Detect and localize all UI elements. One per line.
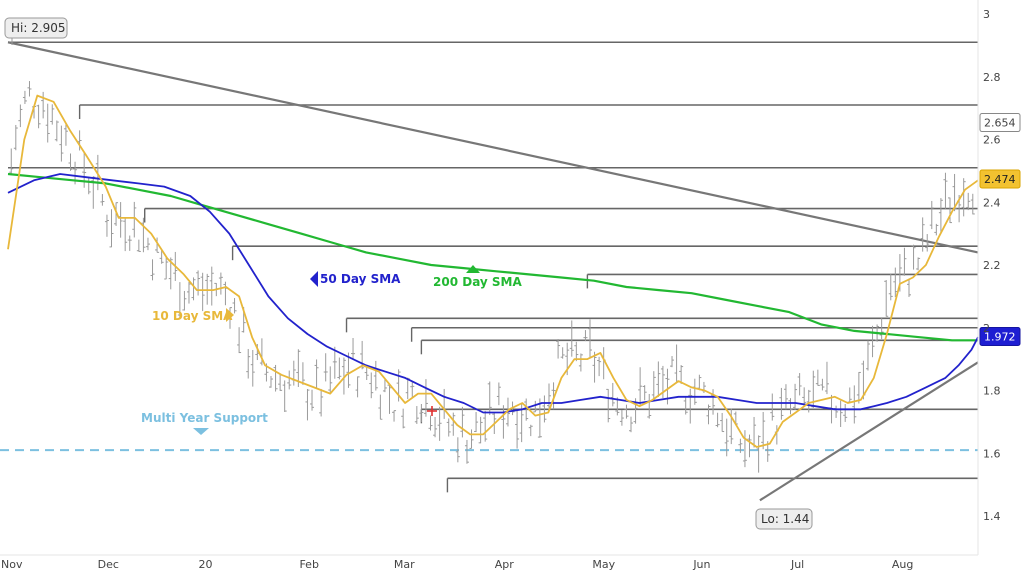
sma10-arrow-icon [226,308,234,322]
sma10-label: 10 Day SMA [152,309,233,323]
trendline [759,361,979,502]
sma10-value-badge [979,169,1021,189]
sma50-layer [7,173,979,414]
lo-callout-label: Lo: 1.44 [761,512,809,526]
y-tick-label: 2 [983,322,990,335]
sma10-line [7,94,979,448]
hi-callout-box [4,17,68,39]
x-tick-label: Dec [98,558,119,571]
support-label: Multi Year Support [141,411,268,425]
price-bar-layer [9,81,975,473]
x-tick-label: Nov [1,558,23,571]
last-price-badge-text: 2.654 [984,117,1016,130]
x-tick-label: Jun [692,558,710,571]
last-price-badge [979,113,1021,133]
sma10-layer [7,94,979,448]
annotation-layer: Hi: 2.905 Lo: 1.44 10 Day SMA 50 Day SMA 200… [4,17,1021,530]
lo-callout-box [755,508,813,530]
x-tick-label: Jul [790,558,804,571]
x-tick-label: 20 [199,558,213,571]
x-tick-label: Feb [299,558,318,571]
y-tick-label: 2.4 [983,196,1001,209]
support-arrow-icon [193,428,209,435]
sma50-label: 50 Day SMA [320,272,401,286]
resistance-layer [8,41,978,493]
y-tick-label: 1.6 [983,447,1001,460]
sma50-line [7,173,979,414]
x-tick-label: Aug [892,558,913,571]
hi-callout-label: Hi: 2.905 [11,21,66,35]
y-tick-label: 1.8 [983,385,1001,398]
sma50-value-badge-text: 1.972 [984,331,1016,344]
trendline [7,41,979,254]
x-tick-label: May [592,558,615,571]
y-tick-label: 1.4 [983,510,1001,523]
x-tick-label: Mar [394,558,415,571]
sma200-arrow-icon [466,265,480,273]
y-tick-label: 2.8 [983,71,1001,84]
trendline-layer [7,41,979,502]
x-tick-label: Apr [495,558,515,571]
sma200-label: 200 Day SMA [433,275,523,289]
y-tick-label: 2.6 [983,134,1001,147]
sma200-line [7,172,978,342]
sma50-arrow-icon [310,271,318,287]
sma10-value-badge-text: 2.474 [984,173,1016,186]
sma200-layer [7,172,978,342]
y-tick-label: 3 [983,8,990,21]
y-tick-label: 2.2 [983,259,1001,272]
sma50-value-badge [979,327,1021,347]
axis-layer: 3 2.8 2.6 2.4 2.2 2 1.8 1.6 1.4 Nov Dec 20 Feb Mar Apr… [0,0,1001,571]
